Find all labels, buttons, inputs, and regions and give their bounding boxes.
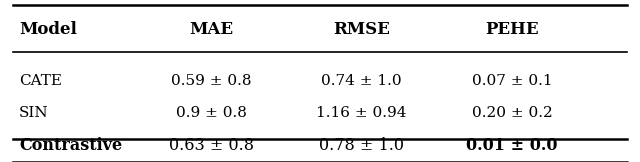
Text: 0.78 ± 1.0: 0.78 ± 1.0 (319, 137, 404, 154)
Text: Contrastive: Contrastive (19, 137, 122, 154)
Text: PEHE: PEHE (485, 21, 539, 38)
Text: CATE: CATE (19, 74, 62, 88)
Text: RMSE: RMSE (333, 21, 390, 38)
Text: MAE: MAE (189, 21, 233, 38)
Text: 0.07 ± 0.1: 0.07 ± 0.1 (472, 74, 552, 88)
Text: 0.63 ± 0.8: 0.63 ± 0.8 (169, 137, 253, 154)
Text: SIN: SIN (19, 106, 49, 120)
Text: 0.59 ± 0.8: 0.59 ± 0.8 (171, 74, 252, 88)
Text: 0.20 ± 0.2: 0.20 ± 0.2 (472, 106, 552, 120)
Text: 0.74 ± 1.0: 0.74 ± 1.0 (321, 74, 402, 88)
Text: Model: Model (19, 21, 77, 38)
Text: 1.16 ± 0.94: 1.16 ± 0.94 (316, 106, 407, 120)
Text: 0.01 ± 0.0: 0.01 ± 0.0 (467, 137, 557, 154)
Text: 0.9 ± 0.8: 0.9 ± 0.8 (176, 106, 246, 120)
